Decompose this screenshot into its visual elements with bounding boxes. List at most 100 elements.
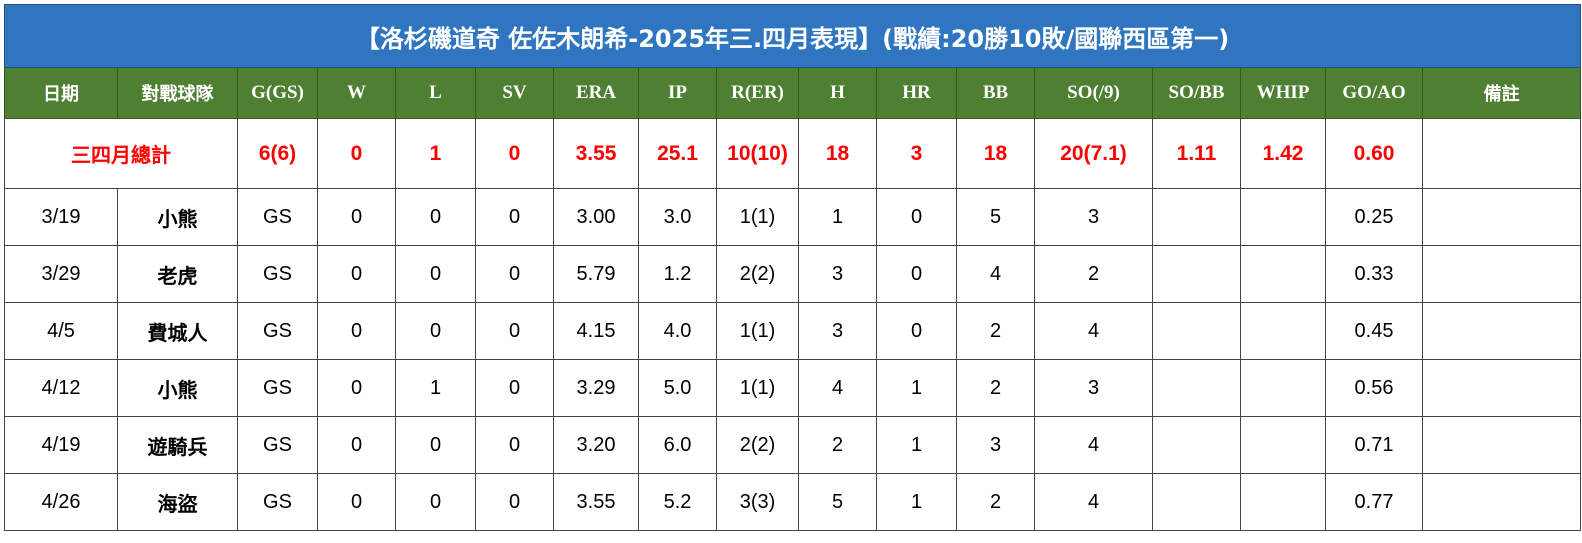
cell-l: 0 [395,302,476,360]
cell-whip [1240,245,1326,303]
total-cell: 10(10) [716,118,799,189]
col-header-date: 日期 [4,67,118,119]
cell-era: 3.00 [553,188,639,246]
col-header-bb: BB [956,67,1035,119]
cell-w: 0 [317,245,396,303]
cell-so-bb [1152,302,1241,360]
cell-r-er: 1(1) [716,188,799,246]
total-cell: 25.1 [638,118,717,189]
cell-l: 0 [395,416,476,474]
col-header-h: H [798,67,877,119]
cell-r-er: 3(3) [716,473,799,531]
cell-opponent: 費城人 [117,302,238,360]
stats-table: 【洛杉磯道奇 佐佐木朗希-2025年三.四月表現】(戰績:20勝10敗/國聯西區… [3,4,1582,531]
total-cell: 0 [475,118,554,189]
cell-notes [1421,359,1582,417]
cell-so9: 4 [1034,302,1153,360]
cell-date: 4/5 [4,302,118,360]
col-header-ip: IP [638,67,717,119]
cell-go-ao: 0.77 [1325,473,1423,531]
cell-era: 5.79 [553,245,639,303]
cell-notes [1421,188,1582,246]
total-cell: 1.42 [1240,118,1326,189]
total-cell: 6(6) [237,118,318,189]
cell-notes [1421,302,1582,360]
cell-hr: 1 [876,473,957,531]
cell-l: 0 [395,245,476,303]
col-header-w: W [317,67,396,119]
cell-so9: 4 [1034,473,1153,531]
cell-w: 0 [317,188,396,246]
total-cell: 20(7.1) [1034,118,1153,189]
col-header-era: ERA [553,67,639,119]
cell-whip [1240,416,1326,474]
total-cell [1421,118,1582,189]
cell-ip: 4.0 [638,302,717,360]
cell-era: 3.29 [553,359,639,417]
cell-h: 4 [798,359,877,417]
total-cell: 18 [956,118,1035,189]
total-label: 三四月總計 [4,118,238,189]
cell-w: 0 [317,302,396,360]
cell-ip: 5.0 [638,359,717,417]
cell-go-ao: 0.45 [1325,302,1423,360]
cell-w: 0 [317,473,396,531]
cell-ip: 5.2 [638,473,717,531]
cell-w: 0 [317,416,396,474]
cell-h: 3 [798,245,877,303]
cell-l: 0 [395,188,476,246]
table-row: 4/5 費城人 GS 0 0 0 4.15 4.0 1(1) 3 0 2 4 0.45 [4,302,1582,360]
cell-so-bb [1152,416,1241,474]
cell-opponent: 海盜 [117,473,238,531]
cell-sv: 0 [475,359,554,417]
cell-notes [1421,473,1582,531]
cell-bb: 5 [956,188,1035,246]
col-header-go-ao: GO/AO [1325,67,1423,119]
cell-opponent: 小熊 [117,359,238,417]
cell-go-ao: 0.56 [1325,359,1423,417]
header-row: 日期 對戰球隊 G(GS) W L SV ERA IP R(ER) H HR B… [4,67,1582,119]
col-header-so9: SO(/9) [1034,67,1153,119]
cell-hr: 0 [876,188,957,246]
cell-g-gs: GS [237,359,318,417]
total-cell: 1.11 [1152,118,1241,189]
cell-so-bb [1152,473,1241,531]
cell-go-ao: 0.71 [1325,416,1423,474]
cell-h: 2 [798,416,877,474]
cell-notes [1421,416,1582,474]
total-cell: 18 [798,118,877,189]
cell-notes [1421,245,1582,303]
cell-h: 1 [798,188,877,246]
cell-hr: 0 [876,302,957,360]
cell-so-bb [1152,245,1241,303]
total-row: 三四月總計 6(6) 0 1 0 3.55 25.1 10(10) 18 3 1… [4,118,1582,189]
col-header-l: L [395,67,476,119]
cell-g-gs: GS [237,302,318,360]
cell-whip [1240,473,1326,531]
total-cell: 0 [317,118,396,189]
cell-g-gs: GS [237,245,318,303]
cell-so9: 3 [1034,188,1153,246]
col-header-g-gs: G(GS) [237,67,318,119]
col-header-whip: WHIP [1240,67,1326,119]
cell-w: 0 [317,359,396,417]
table-row: 4/26 海盜 GS 0 0 0 3.55 5.2 3(3) 5 1 2 4 0.77 [4,473,1582,531]
cell-g-gs: GS [237,473,318,531]
col-header-opponent: 對戰球隊 [117,67,238,119]
cell-ip: 6.0 [638,416,717,474]
total-cell: 3 [876,118,957,189]
total-cell: 1 [395,118,476,189]
cell-date: 4/26 [4,473,118,531]
cell-sv: 0 [475,245,554,303]
cell-so9: 3 [1034,359,1153,417]
col-header-hr: HR [876,67,957,119]
cell-l: 1 [395,359,476,417]
cell-opponent: 遊騎兵 [117,416,238,474]
cell-date: 4/19 [4,416,118,474]
cell-r-er: 2(2) [716,245,799,303]
cell-sv: 0 [475,188,554,246]
cell-whip [1240,188,1326,246]
cell-era: 4.15 [553,302,639,360]
total-cell: 0.60 [1325,118,1423,189]
cell-bb: 2 [956,302,1035,360]
